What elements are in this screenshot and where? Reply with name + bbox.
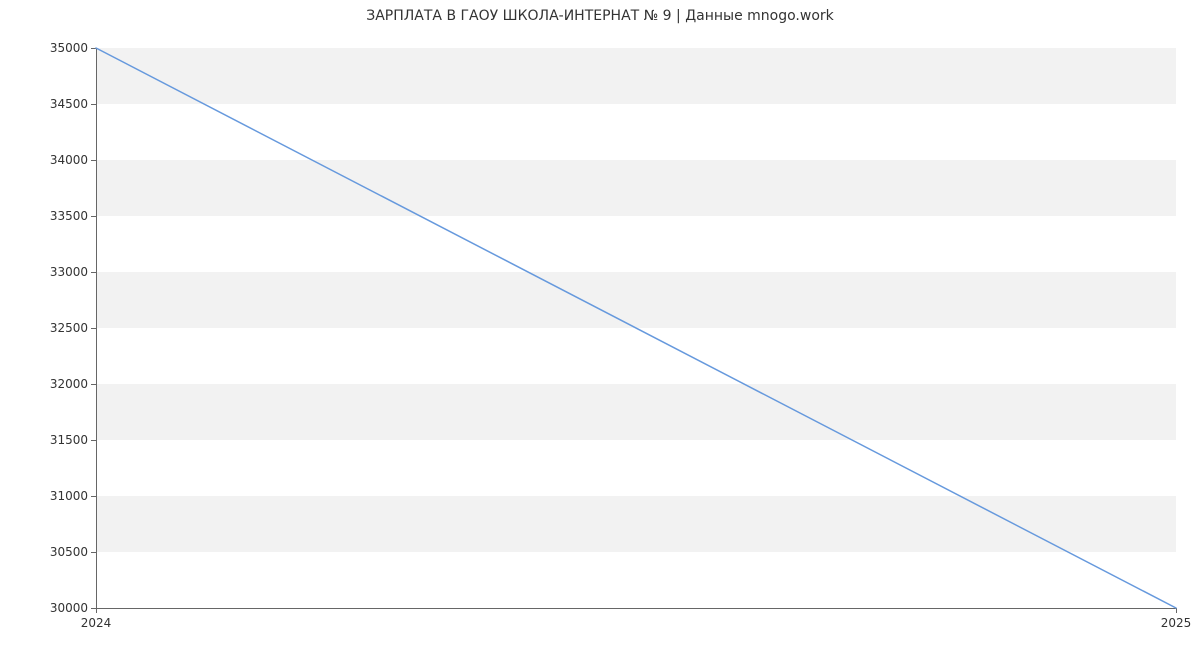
plot-area: 3000030500310003150032000325003300033500…: [96, 48, 1176, 608]
y-tick-label: 35000: [40, 41, 88, 55]
y-tick-label: 31500: [40, 433, 88, 447]
y-tick-label: 34500: [40, 97, 88, 111]
x-axis-line: [96, 608, 1176, 609]
salary-chart: ЗАРПЛАТА В ГАОУ ШКОЛА-ИНТЕРНАТ № 9 | Дан…: [0, 0, 1200, 650]
x-tick-label: 2025: [1161, 616, 1192, 630]
y-tick-label: 32000: [40, 377, 88, 391]
chart-title: ЗАРПЛАТА В ГАОУ ШКОЛА-ИНТЕРНАТ № 9 | Дан…: [0, 8, 1200, 24]
y-tick-label: 30000: [40, 601, 88, 615]
x-tick-label: 2024: [81, 616, 112, 630]
y-tick-label: 31000: [40, 489, 88, 503]
series-line: [96, 48, 1176, 608]
y-tick-label: 33500: [40, 209, 88, 223]
y-tick-label: 34000: [40, 153, 88, 167]
x-tick-mark: [1176, 608, 1177, 613]
y-tick-label: 32500: [40, 321, 88, 335]
y-tick-label: 33000: [40, 265, 88, 279]
y-tick-label: 30500: [40, 545, 88, 559]
